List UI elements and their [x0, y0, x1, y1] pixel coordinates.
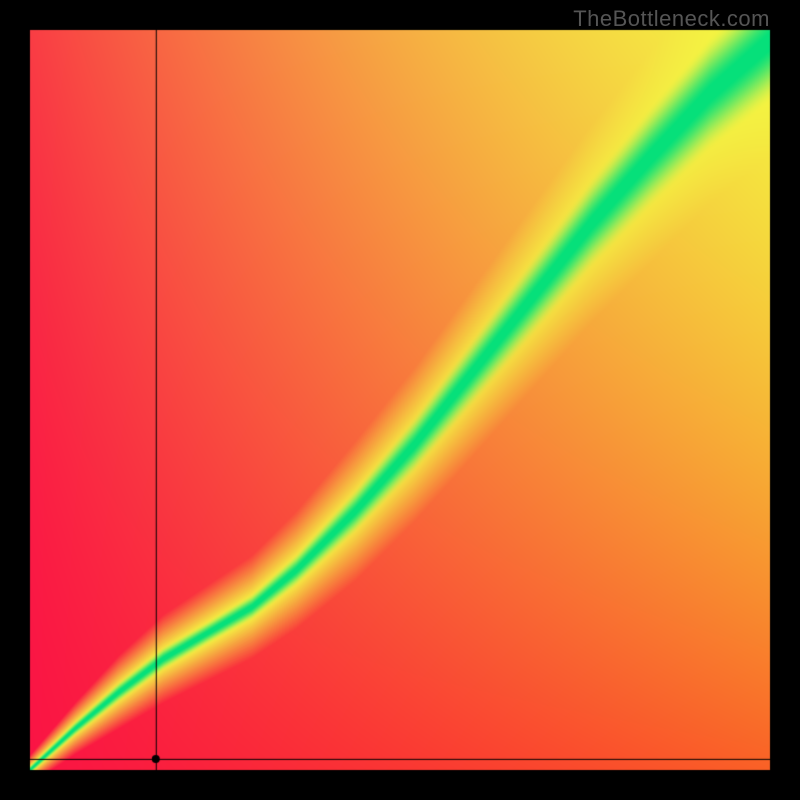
- chart-container: TheBottleneck.com: [0, 0, 800, 800]
- watermark-text: TheBottleneck.com: [573, 6, 770, 32]
- heatmap-canvas: [0, 0, 800, 800]
